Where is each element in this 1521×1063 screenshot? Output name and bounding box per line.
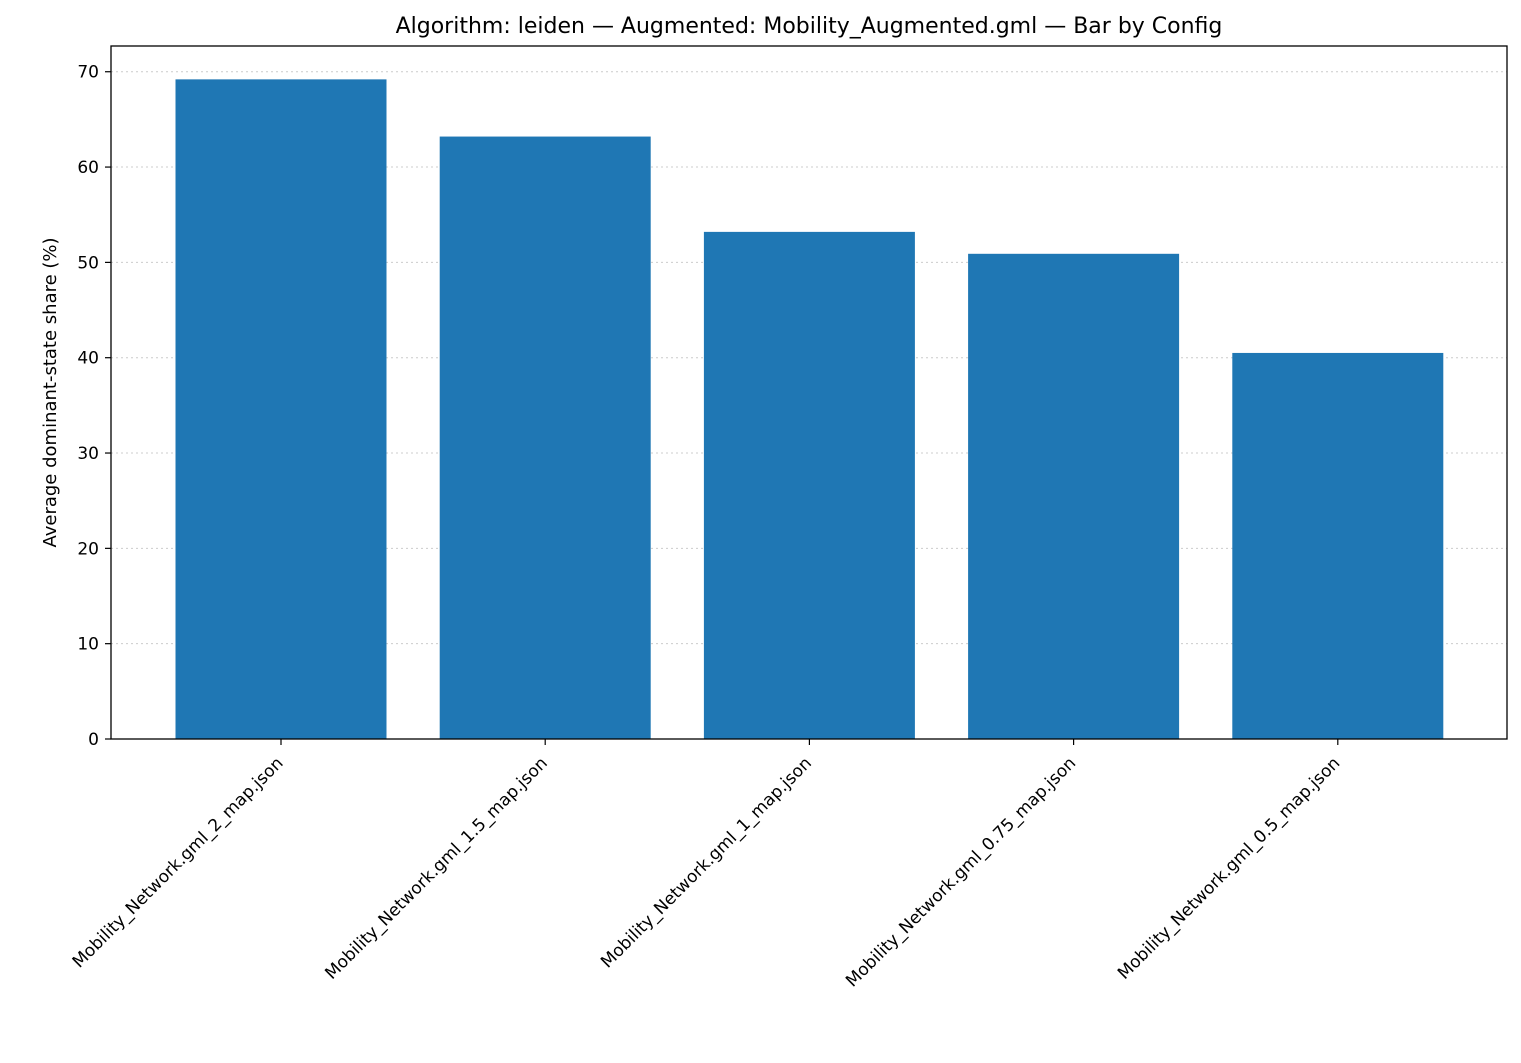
y-tick-label: 30	[77, 444, 99, 464]
bar	[439, 136, 651, 740]
bar	[1232, 352, 1444, 739]
y-axis-label: Average dominant-state share (%)	[40, 237, 61, 547]
bars	[175, 79, 1444, 740]
y-axis: 0 10 20 30 40 50 60 70	[77, 63, 111, 750]
y-tick-label: 70	[77, 63, 99, 83]
y-tick-label: 50	[77, 253, 99, 273]
x-tick-label: Mobility_Network.gml_1.5_map.json	[321, 753, 551, 983]
chart-title: Algorithm: leiden — Augmented: Mobility_…	[396, 14, 1223, 39]
bar	[703, 231, 915, 740]
y-tick-label: 10	[77, 635, 99, 655]
y-tick-label: 40	[77, 349, 99, 369]
x-tick-label: Mobility_Network.gml_0.75_map.json	[842, 753, 1080, 991]
x-tick-label: Mobility_Network.gml_2_map.json	[69, 753, 288, 972]
y-tick-label: 60	[77, 158, 99, 178]
y-tick-label: 20	[77, 539, 99, 559]
x-axis: Mobility_Network.gml_2_map.json Mobility_…	[69, 739, 1344, 991]
y-tick-label: 0	[88, 730, 99, 750]
x-tick-label: Mobility_Network.gml_1_map.json	[597, 753, 816, 972]
bar	[968, 253, 1180, 739]
bar	[175, 79, 387, 739]
x-tick-label: Mobility_Network.gml_0.5_map.json	[1114, 753, 1344, 983]
